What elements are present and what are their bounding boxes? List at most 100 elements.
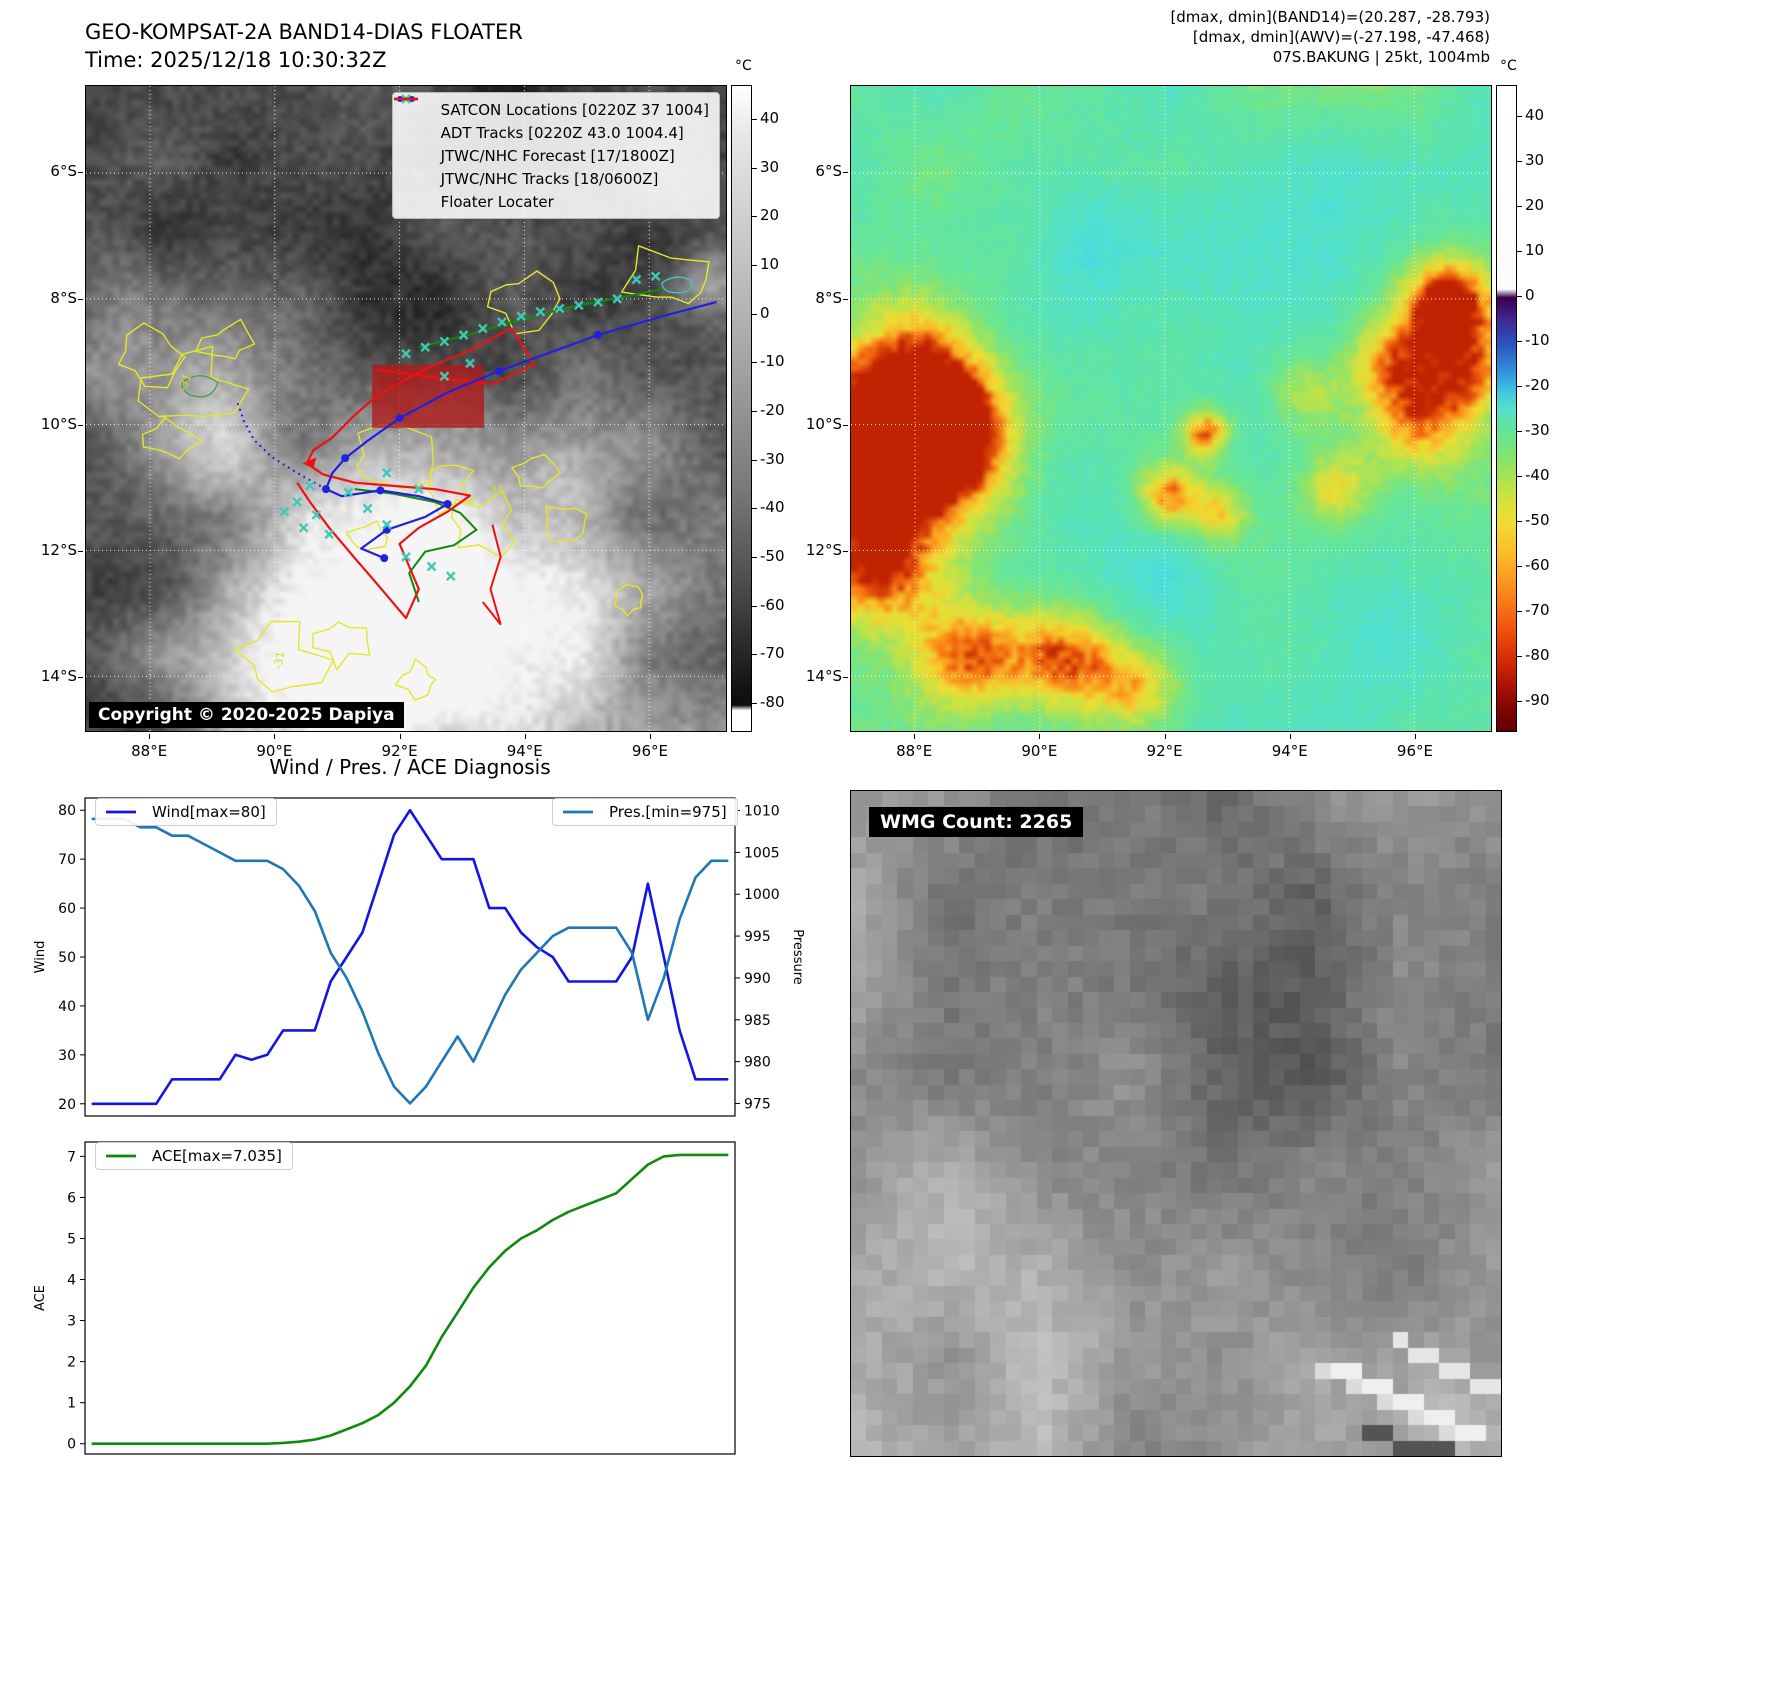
awv-y-tickmark xyxy=(843,424,848,426)
legend-item: ADT Tracks [0220Z 43.0 1004.4] xyxy=(393,97,709,144)
band14-x-tick-label: 88°E xyxy=(131,742,168,760)
legend-item-label: ADT Tracks [0220Z 43.0 1004.4] xyxy=(440,123,684,142)
awv-cbar-tick-label: -70 xyxy=(1525,600,1550,619)
band14-y-tick-label: 14°S xyxy=(40,667,77,685)
awv-cbar-tickmark xyxy=(1517,655,1522,657)
awv-cbar-tick-label: 10 xyxy=(1525,241,1545,260)
copyright-label: Copyright © 2020-2025 Dapiya xyxy=(89,702,404,728)
band14-cbar-tickmark xyxy=(752,362,757,364)
svg-text:0: 0 xyxy=(67,1437,76,1453)
wind-line-icon xyxy=(106,809,136,815)
svg-text:2: 2 xyxy=(67,1355,76,1371)
wind-legend-label: Wind[max=80] xyxy=(152,803,266,821)
diagnosis-title: Wind / Pres. / ACE Diagnosis xyxy=(269,755,551,779)
awv-cbar-tick-label: -90 xyxy=(1525,690,1550,709)
band14-cbar-tickmark xyxy=(752,216,757,218)
awv-cbar-tickmark xyxy=(1517,206,1522,208)
band14-cbar-tick-label: -30 xyxy=(760,449,785,468)
band14-y-tickmark xyxy=(78,550,83,552)
band14-y-tick-label: 10°S xyxy=(40,414,77,433)
band14-y-tick-label: 8°S xyxy=(50,288,77,307)
svg-text:1: 1 xyxy=(67,1396,76,1412)
awv-cbar-tick-label: 0 xyxy=(1525,286,1535,305)
band14-x-tickmark xyxy=(274,734,276,739)
svg-text:-31: -31 xyxy=(271,650,287,670)
band14-cbar-tick-label: 0 xyxy=(760,303,770,322)
band14-cbar-tickmark xyxy=(752,702,757,704)
pressure-legend-label: Pres.[min=975] xyxy=(609,803,727,821)
legend-item: SATCON Locations [0220Z 37 1004] xyxy=(400,94,709,121)
svg-text:995: 995 xyxy=(744,929,771,945)
awv-colorbar xyxy=(1496,85,1517,732)
wmg-panel: WMG Count: 2265 xyxy=(850,790,1502,1457)
svg-text:5: 5 xyxy=(67,1231,76,1247)
band14-y-tick-label: 6°S xyxy=(50,162,77,181)
band14-cbar-tick-label: -40 xyxy=(760,498,785,517)
svg-text:7: 7 xyxy=(67,1149,76,1165)
awv-cbar-tickmark xyxy=(1517,116,1522,118)
awv-y-tickmark xyxy=(843,298,848,300)
svg-text:70: 70 xyxy=(58,852,76,868)
svg-text:980: 980 xyxy=(744,1055,771,1071)
awv-cbar-tickmark xyxy=(1517,386,1522,388)
legend-item-label: SATCON Locations [0220Z 37 1004] xyxy=(440,100,709,119)
awv-satellite-image xyxy=(851,86,1491,731)
svg-text:990: 990 xyxy=(744,971,771,987)
band14-cbar-tick-label: 40 xyxy=(760,109,780,128)
band14-cbar-tick-label: -70 xyxy=(760,644,785,663)
pressure-legend: Pres.[min=975] xyxy=(552,798,738,826)
awv-grid-overlay xyxy=(851,86,1491,731)
band14-cbar-tickmark xyxy=(752,605,757,607)
svg-text:ACE: ACE xyxy=(33,1285,48,1311)
awv-x-tick-label: 94°E xyxy=(1271,742,1308,760)
ace-legend-label: ACE[max=7.035] xyxy=(152,1147,282,1165)
awv-cbar-tick-label: -30 xyxy=(1525,420,1550,439)
svg-text:1010: 1010 xyxy=(744,804,780,820)
svg-text:60: 60 xyxy=(58,901,76,917)
band14-cbar-tickmark xyxy=(752,167,757,169)
wmg-count-label: WMG Count: 2265 xyxy=(869,807,1084,837)
awv-y-tickmark xyxy=(843,172,848,174)
band14-time: Time: 2025/12/18 10:30:32Z xyxy=(85,48,387,72)
svg-text:Pressure: Pressure xyxy=(790,929,805,985)
awv-cbar-tickmark xyxy=(1517,610,1522,612)
awv-cbar-tick-label: -60 xyxy=(1525,555,1550,574)
band14-x-tick-label: 94°E xyxy=(506,742,543,760)
awv-x-tickmark xyxy=(1289,734,1291,739)
band14-cbar-tick-label: -20 xyxy=(760,400,785,419)
band14-title: GEO-KOMPSAT-2A BAND14-DIAS FLOATER xyxy=(85,20,523,44)
svg-text:40: 40 xyxy=(58,999,76,1015)
svg-text:Wind: Wind xyxy=(33,941,48,974)
band14-cbar-tick-label: 30 xyxy=(760,157,780,176)
svg-text:3: 3 xyxy=(67,1314,76,1330)
band14-x-tickmark xyxy=(649,734,651,739)
awv-cbar-tick-label: -80 xyxy=(1525,645,1550,664)
pressure-line-icon xyxy=(563,809,593,815)
awv-cbar-tickmark xyxy=(1517,565,1522,567)
band14-legend: SATCON Locations [0220Z 37 1004] ADT Trac… xyxy=(391,92,720,219)
svg-text:20: 20 xyxy=(58,1097,76,1113)
svg-text:50: 50 xyxy=(58,950,76,966)
awv-cbar-tick-label: 20 xyxy=(1525,196,1545,215)
ace-line-icon xyxy=(106,1153,136,1159)
svg-text:-31: -31 xyxy=(176,372,194,393)
band14-cbar-tickmark xyxy=(752,264,757,266)
awv-y-tick-label: 8°S xyxy=(815,288,842,307)
band14-cbar-tickmark xyxy=(752,459,757,461)
awv-x-tick-label: 88°E xyxy=(896,742,933,760)
band14-cbar-tickmark xyxy=(752,556,757,558)
awv-x-tick-label: 90°E xyxy=(1021,742,1058,760)
band14-cbar-tickmark xyxy=(752,654,757,656)
band14-cbar-tickmark xyxy=(752,410,757,412)
band14-cbar-tickmark xyxy=(752,313,757,315)
band14-y-tickmark xyxy=(78,677,83,678)
awv-cbar-tickmark xyxy=(1517,475,1522,477)
legend-item-label: Floater Locater xyxy=(440,192,554,211)
awv-x-tick-label: 92°E xyxy=(1146,742,1183,760)
band14-cbar-tick-label: 10 xyxy=(760,254,780,273)
wind-pressure-chart: 20 30 40 50 60 70 80 975 980 985 990 995 1000 1005 101… xyxy=(33,797,805,1117)
band14-colorbar-unit: °C xyxy=(735,58,752,74)
awv-header-storm-info: 07S.BAKUNG | 25kt, 1004mb xyxy=(1272,48,1490,66)
awv-y-tick-label: 6°S xyxy=(815,162,842,181)
band14-cbar-tick-label: -50 xyxy=(760,546,785,565)
